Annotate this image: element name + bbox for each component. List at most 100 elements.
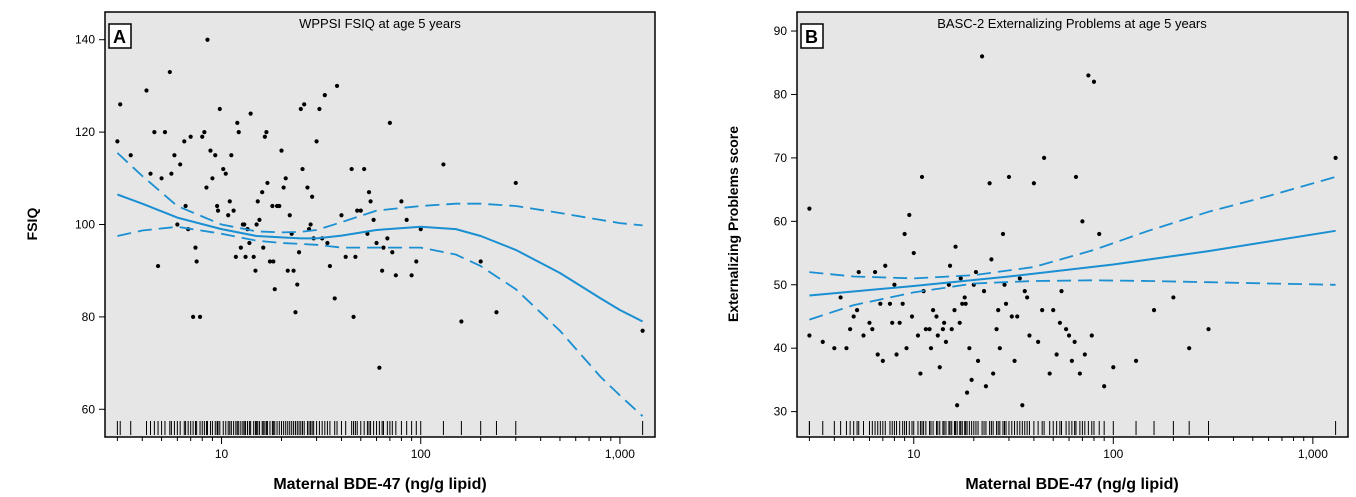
data-point	[267, 259, 273, 264]
data-point	[235, 120, 240, 125]
data-point	[1003, 301, 1009, 306]
data-point	[270, 203, 275, 209]
data-point	[1080, 219, 1085, 224]
data-point	[927, 327, 932, 332]
data-point	[909, 314, 915, 319]
data-point	[1171, 295, 1176, 300]
data-point	[1025, 295, 1030, 300]
data-point	[128, 153, 133, 158]
data-point	[946, 282, 951, 287]
data-point	[987, 181, 992, 186]
data-point	[183, 203, 188, 209]
panel-label-a: A	[113, 27, 126, 47]
data-point	[308, 222, 313, 227]
data-point	[1082, 352, 1087, 357]
data-point	[1066, 333, 1072, 338]
data-point	[118, 102, 123, 107]
data-point	[188, 134, 193, 139]
data-point	[204, 185, 209, 190]
data-point	[1047, 371, 1052, 376]
data-point	[1054, 352, 1059, 357]
data-point	[322, 93, 327, 98]
data-point	[217, 106, 222, 112]
data-point	[377, 365, 382, 370]
data-point	[942, 320, 947, 325]
data-point	[240, 222, 245, 227]
data-point	[1012, 358, 1017, 363]
panel-a: A WPPSI FSIQ at age 5 years FSIQ Materna…	[24, 11, 656, 493]
data-point	[236, 130, 241, 135]
data-point	[298, 106, 303, 112]
data-point	[287, 213, 292, 218]
data-point	[387, 120, 392, 125]
data-point	[1031, 181, 1036, 186]
data-point	[172, 153, 177, 158]
data-point	[418, 227, 423, 232]
data-point	[1073, 174, 1079, 180]
data-point	[243, 254, 248, 259]
data-point	[355, 208, 360, 213]
data-point	[807, 206, 812, 211]
data-point	[261, 245, 266, 250]
data-point	[327, 263, 333, 269]
x-tick-label: 1,000	[1298, 447, 1328, 461]
data-point	[248, 111, 253, 116]
chart-title-b: BASC-2 Externalizing Problems at age 5 y…	[937, 16, 1207, 31]
data-point	[115, 139, 120, 144]
x-tick-label: 100	[1103, 447, 1123, 461]
x-tick-label: 10	[215, 447, 229, 461]
data-point	[848, 327, 853, 332]
data-point	[897, 320, 902, 325]
data-point	[285, 268, 290, 273]
data-point	[227, 199, 232, 204]
x-tick-label: 10	[907, 447, 921, 461]
data-point	[640, 328, 645, 333]
data-point	[213, 153, 218, 158]
data-point	[374, 240, 379, 246]
data-point	[1206, 327, 1211, 332]
data-point	[300, 166, 305, 172]
data-point	[393, 273, 398, 278]
data-point	[994, 327, 999, 332]
data-point	[272, 287, 277, 292]
data-point	[334, 83, 340, 89]
data-point	[1069, 358, 1074, 363]
data-point	[353, 254, 358, 259]
y-axis-label-b: Externalizing Problems score	[725, 126, 741, 322]
data-point	[182, 139, 187, 144]
marks-a: 10 100 1,000 60 80 100 120 140	[75, 33, 645, 461]
data-point	[953, 244, 958, 249]
panel-b: B BASC-2 Externalizing Problems at age 5…	[725, 11, 1349, 493]
fit-line-a	[117, 193, 644, 323]
data-point	[339, 213, 344, 218]
data-point	[962, 295, 967, 300]
data-point	[193, 245, 198, 250]
data-point	[947, 263, 953, 268]
data-point	[1036, 339, 1041, 344]
data-point	[983, 384, 989, 389]
data-point	[404, 217, 409, 222]
data-point	[178, 162, 183, 167]
data-point	[262, 134, 267, 139]
data-point	[1002, 282, 1007, 287]
data-point	[1077, 371, 1082, 376]
y-tick-label: 90	[774, 24, 788, 38]
data-point	[900, 301, 905, 306]
data-point	[1063, 327, 1069, 332]
data-point	[159, 176, 164, 181]
data-point	[152, 130, 157, 135]
data-point	[349, 166, 354, 172]
data-point	[991, 371, 996, 376]
data-point	[963, 301, 968, 306]
data-point	[368, 199, 373, 204]
data-point	[1017, 276, 1022, 281]
data-point	[167, 69, 172, 75]
data-point	[210, 176, 215, 181]
data-point	[935, 333, 940, 338]
data-point	[960, 301, 965, 306]
data-point	[918, 371, 923, 376]
y-tick-label: 80	[82, 310, 96, 324]
data-point	[257, 217, 262, 222]
y-tick-label: 60	[82, 402, 96, 416]
data-point	[975, 358, 981, 363]
